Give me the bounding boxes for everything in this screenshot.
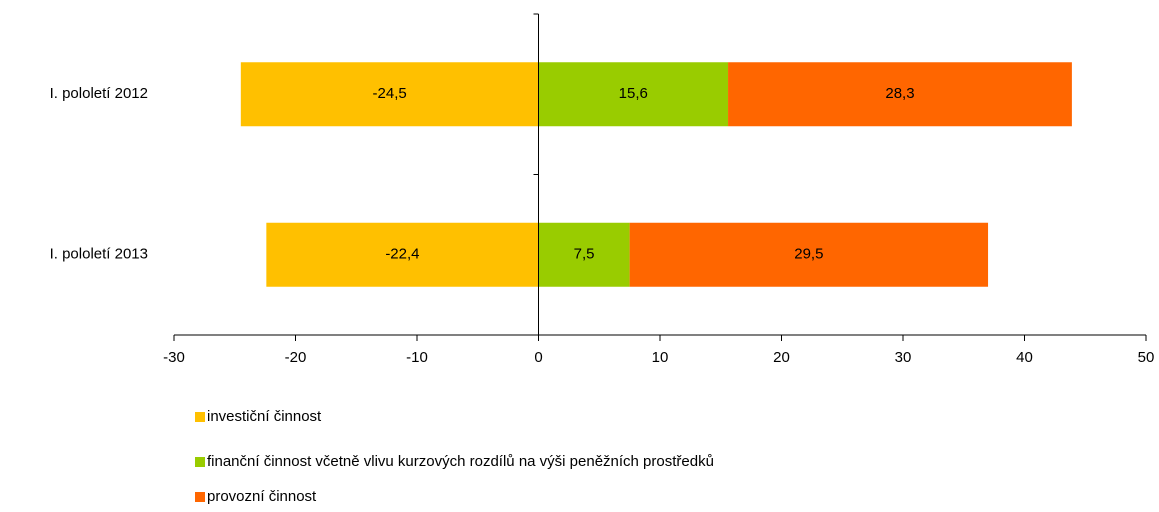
x-tick-label: 10 — [652, 349, 669, 366]
legend-label: finanční činnost včetně vlivu kurzových … — [207, 453, 714, 470]
bar-segment — [629, 222, 989, 287]
data-label: -24,5 — [373, 85, 407, 102]
x-tick-label: 50 — [1138, 349, 1155, 366]
bar-segment — [728, 62, 1072, 127]
y-tick-label: I. pololetí 2012 — [50, 85, 148, 102]
bar-segment — [538, 222, 630, 287]
legend-swatch — [195, 412, 205, 422]
x-tick-label: 40 — [1016, 349, 1033, 366]
data-label: 15,6 — [619, 85, 648, 102]
data-label: 29,5 — [794, 246, 823, 263]
x-tick-label: -20 — [285, 349, 307, 366]
x-tick-label: 0 — [534, 349, 542, 366]
data-label: -22,4 — [385, 246, 419, 263]
legend-label: investiční činnost — [207, 408, 322, 425]
bar-segment — [266, 222, 539, 287]
legend-label: provozní činnost — [207, 488, 317, 505]
x-tick-label: 20 — [773, 349, 790, 366]
bar-segment — [240, 62, 539, 127]
y-tick-label: I. pololetí 2013 — [50, 246, 148, 263]
x-tick-label: 30 — [895, 349, 912, 366]
bar-segment — [538, 62, 729, 127]
x-tick-label: -10 — [406, 349, 428, 366]
legend-swatch — [195, 457, 205, 467]
data-label: 28,3 — [885, 85, 914, 102]
data-label: 7,5 — [574, 246, 595, 263]
legend-swatch — [195, 492, 205, 502]
x-tick-label: -30 — [163, 349, 185, 366]
